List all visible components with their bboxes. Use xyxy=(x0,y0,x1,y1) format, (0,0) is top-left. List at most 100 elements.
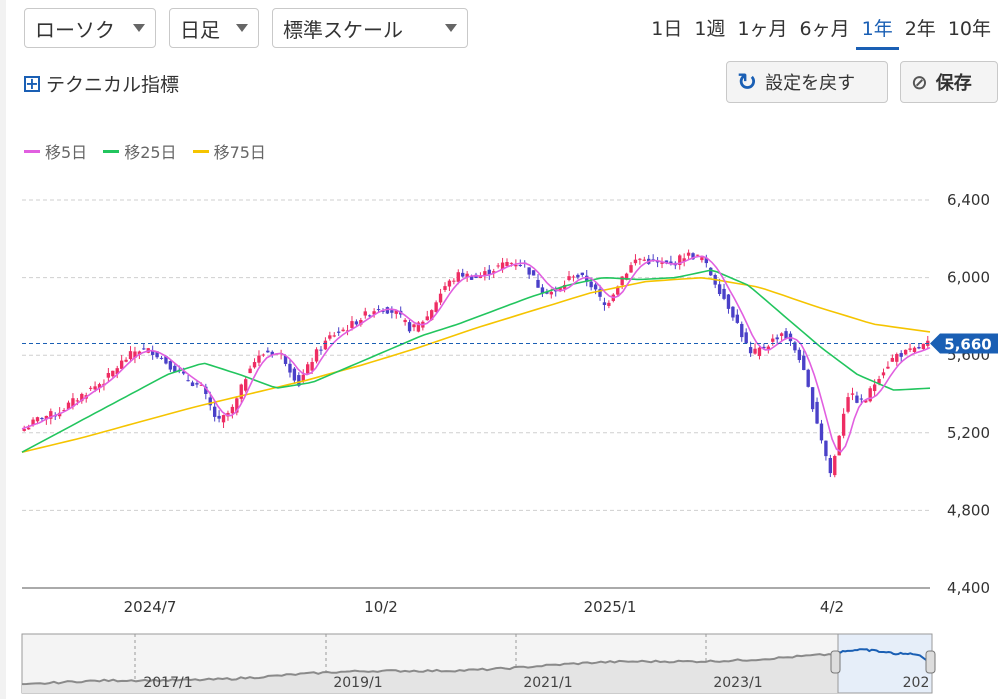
period-tab-1w[interactable]: 1週 xyxy=(694,18,726,40)
candle-body xyxy=(181,371,186,374)
candle-body xyxy=(735,314,740,323)
candle-body xyxy=(381,310,385,312)
candle-body xyxy=(492,271,496,273)
candle-body xyxy=(682,258,686,262)
candle-body xyxy=(740,323,744,338)
current-price-marker: 5,660 xyxy=(22,333,998,354)
interval-select[interactable]: 日足 xyxy=(169,8,259,48)
candle-body xyxy=(49,411,53,419)
candle-body xyxy=(430,310,434,320)
candle-body xyxy=(425,316,429,321)
paperclip-icon: ⊘ xyxy=(911,70,928,94)
candle-body xyxy=(443,286,447,290)
refresh-icon: ↻ xyxy=(737,68,758,96)
candle-body xyxy=(190,382,195,387)
candle-body xyxy=(80,393,84,402)
candle-body xyxy=(31,419,35,426)
candle-body xyxy=(212,406,217,417)
candle-body xyxy=(221,415,226,423)
candle-body xyxy=(332,335,336,337)
candle-body xyxy=(779,333,784,336)
period-tab-10y[interactable]: 10年 xyxy=(947,18,991,40)
y-tick-label: 4,800 xyxy=(947,501,990,519)
chart-type-select[interactable]: ローソク xyxy=(24,8,156,48)
candle-body xyxy=(252,362,257,368)
candle-body xyxy=(717,284,722,295)
candle-body xyxy=(434,302,438,312)
candle-body xyxy=(629,265,633,273)
candle-body xyxy=(128,351,133,360)
current-price-label: 5,660 xyxy=(944,336,991,354)
legend-swatch xyxy=(24,149,40,153)
current-price-badge xyxy=(930,333,998,354)
period-tabs: 1日 1週 1ヶ月 6ヶ月 1年 2年 10年 xyxy=(645,14,997,50)
candle-body xyxy=(514,265,518,267)
scale-value: 標準スケール xyxy=(283,17,403,42)
legend-item-ma25[interactable]: 移25日 xyxy=(103,139,177,163)
candle-body xyxy=(465,273,469,278)
candle-body xyxy=(412,324,416,328)
legend-item-ma75[interactable]: 移75日 xyxy=(192,139,266,163)
candle-body xyxy=(678,255,682,265)
navigator-label: 2023/1 xyxy=(713,675,762,691)
navigator-left-handle xyxy=(830,650,841,674)
candle-body xyxy=(598,289,602,297)
candle-body xyxy=(26,427,31,430)
candle-body xyxy=(731,306,735,318)
reset-settings-button[interactable]: ↻ 設定を戻す xyxy=(726,61,888,103)
candle-body xyxy=(155,351,159,358)
candle-body xyxy=(833,455,837,476)
period-tab-2y[interactable]: 2年 xyxy=(904,18,936,40)
legend-label: 移75日 xyxy=(213,143,266,162)
ma25-line xyxy=(21,269,931,453)
candle-body xyxy=(266,350,270,353)
candle-body xyxy=(912,347,917,353)
candle-body xyxy=(903,349,908,355)
candle-body xyxy=(567,276,571,280)
candle-body xyxy=(119,360,124,369)
save-button[interactable]: ⊘ 保存 xyxy=(900,61,998,103)
candle-body xyxy=(385,307,390,314)
save-label: 保存 xyxy=(935,73,972,94)
range-navigator[interactable]: 2017/1 2019/1 2021/1 2023/1 202 xyxy=(21,633,936,694)
x-tick-label: 2024/7 xyxy=(124,598,177,616)
candle-body xyxy=(624,273,629,280)
candle-body xyxy=(186,380,190,382)
scale-select[interactable]: 標準スケール xyxy=(272,8,468,48)
y-tick-label: 4,400 xyxy=(947,579,990,597)
candle-body xyxy=(390,310,394,313)
candle-body xyxy=(872,384,877,392)
candle-body xyxy=(164,355,168,364)
period-tab-6m[interactable]: 6ヶ月 xyxy=(799,18,850,40)
ma75-line xyxy=(21,276,931,453)
candle-body xyxy=(363,311,367,316)
candle-body xyxy=(917,346,921,349)
technical-indicators-button[interactable]: + テクニカル指標 xyxy=(24,70,179,97)
candle-body xyxy=(562,284,567,289)
candle-body xyxy=(642,259,646,261)
period-tab-1d[interactable]: 1日 xyxy=(651,18,683,40)
candle-body xyxy=(239,384,243,399)
candle-body xyxy=(111,370,115,377)
candle-body xyxy=(806,369,810,387)
candle-body xyxy=(518,265,522,267)
candle-body xyxy=(655,261,660,263)
legend-item-ma5[interactable]: 移5日 xyxy=(24,139,87,163)
candle-body xyxy=(354,321,359,325)
candle-body xyxy=(850,393,855,395)
chart-type-value: ローソク xyxy=(35,17,115,42)
navigator-label: 2021/1 xyxy=(523,675,572,691)
candle-body xyxy=(744,332,748,344)
candle-body xyxy=(558,287,562,292)
candle-body xyxy=(589,281,593,288)
period-tab-1m[interactable]: 1ヶ月 xyxy=(737,18,788,40)
period-tab-1y[interactable]: 1年 xyxy=(855,14,899,50)
candle-body xyxy=(802,355,806,371)
navigator-label: 202 xyxy=(903,675,930,691)
candle-body xyxy=(505,261,509,267)
candle-body xyxy=(394,310,398,314)
reset-settings-label: 設定を戻す xyxy=(765,73,856,94)
candle-body xyxy=(257,355,261,363)
candle-body xyxy=(576,274,580,278)
